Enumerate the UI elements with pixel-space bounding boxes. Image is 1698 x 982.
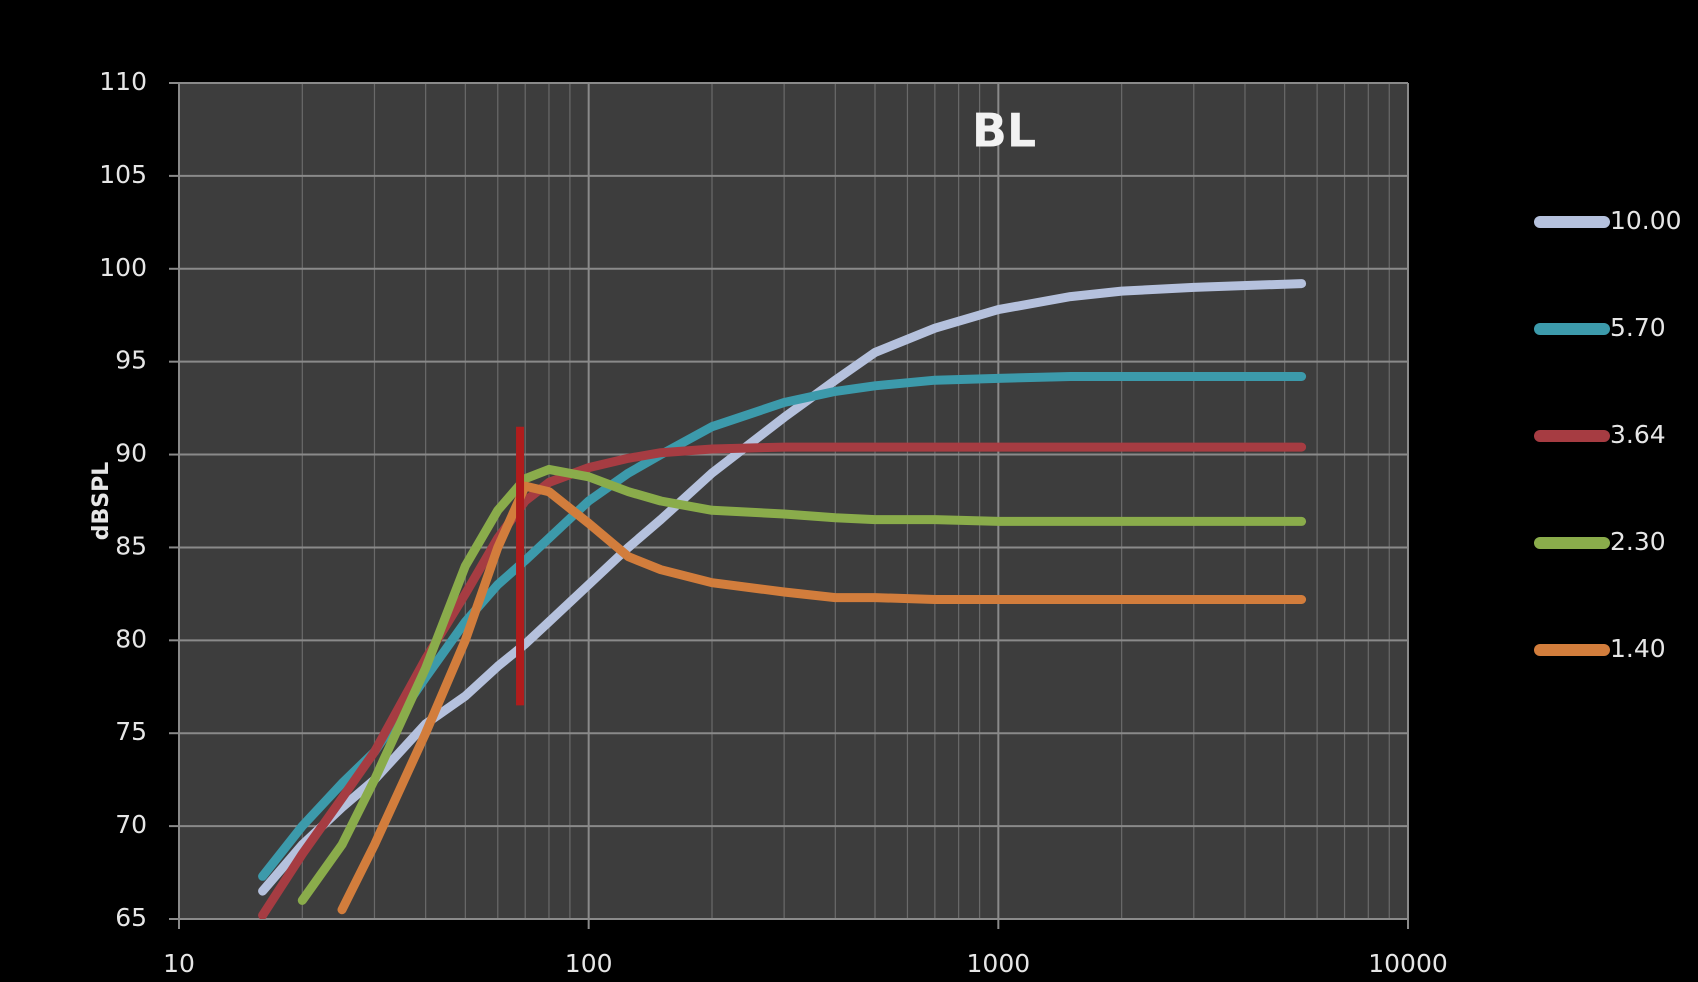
x-tick-label: 10000 (1368, 949, 1448, 978)
y-tick-label: 85 (115, 531, 147, 560)
y-tick-label: 80 (115, 624, 147, 653)
legend-label: 5.70 (1610, 313, 1666, 342)
y-tick-label: 75 (115, 717, 147, 746)
x-tick-label: 1000 (967, 949, 1031, 978)
chart-title: BL (972, 104, 1036, 158)
legend-label: 3.64 (1610, 420, 1666, 449)
y-tick-label: 100 (99, 253, 147, 282)
series-line (258, 279, 1307, 896)
series-line (258, 442, 1307, 919)
y-tick-label: 70 (115, 810, 147, 839)
series-line (297, 464, 1307, 905)
y-tick-label: 95 (115, 346, 147, 375)
y-tick-label: 105 (99, 160, 147, 189)
series-line (337, 481, 1307, 915)
y-tick-label: 90 (115, 439, 147, 468)
x-tick-label: 10 (163, 949, 195, 978)
y-tick-label: 110 (99, 67, 147, 96)
x-tick-label: 100 (565, 949, 613, 978)
y-tick-label: 65 (115, 903, 147, 932)
legend-label: 10.00 (1610, 206, 1682, 235)
y-axis-label: dBSPL (89, 462, 114, 541)
plot-area (179, 83, 1408, 919)
legend-label: 1.40 (1610, 634, 1666, 663)
grid (178, 82, 1409, 920)
lines (258, 279, 1307, 919)
legend-label: 2.30 (1610, 527, 1666, 556)
